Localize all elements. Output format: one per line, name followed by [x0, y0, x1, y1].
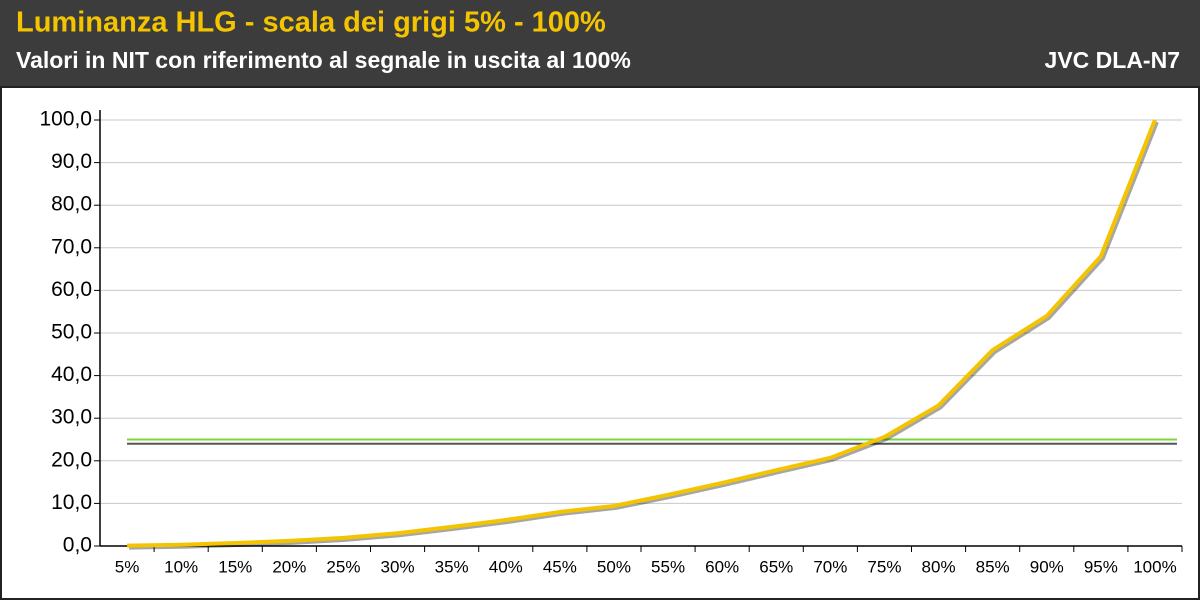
- x-tick-label: 60%: [705, 557, 739, 576]
- header: [0, 0, 1200, 86]
- x-tick-label: 90%: [1030, 557, 1064, 576]
- x-tick-label: 45%: [543, 557, 577, 576]
- x-tick-label: 40%: [489, 557, 523, 576]
- chart-subtitle: Valori in NIT con riferimento al segnale…: [16, 47, 631, 73]
- x-tick-label: 100%: [1133, 557, 1176, 576]
- x-tick-label: 95%: [1084, 557, 1118, 576]
- x-tick-label: 20%: [272, 557, 306, 576]
- x-tick-label: 25%: [326, 557, 360, 576]
- y-tick-label: 50,0: [51, 321, 92, 344]
- data-line: [127, 119, 1157, 548]
- chart-title: Luminanza HLG - scala dei grigi 5% - 100…: [16, 7, 606, 39]
- x-tick-label: 80%: [922, 557, 956, 576]
- x-tick-label: 75%: [867, 557, 901, 576]
- y-tick-label: 90,0: [51, 150, 92, 173]
- plot-frame: [0, 86, 1200, 600]
- x-tick-label: 65%: [759, 557, 793, 576]
- x-tick-label: 15%: [218, 557, 252, 576]
- y-tick-label: 20,0: [51, 448, 92, 471]
- y-tick-label: 10,0: [51, 491, 92, 514]
- y-tick-label: 0,0: [63, 534, 92, 557]
- line-shadow: [129, 121, 1159, 550]
- x-tick-label: 5%: [115, 557, 140, 576]
- x-tick-label: 10%: [164, 557, 198, 576]
- x-tick-label: 70%: [813, 557, 847, 576]
- y-tick-label: 70,0: [51, 235, 92, 258]
- y-tick-label: 100,0: [39, 108, 92, 131]
- x-tick-label: 30%: [381, 557, 415, 576]
- x-tick-label: 85%: [976, 557, 1010, 576]
- x-tick-label: 35%: [435, 557, 469, 576]
- y-tick-label: 60,0: [51, 278, 92, 301]
- x-tick-label: 50%: [597, 557, 631, 576]
- y-tick-label: 80,0: [51, 193, 92, 216]
- device-name: JVC DLA-N7: [1045, 47, 1180, 73]
- x-tick-label: 55%: [651, 557, 685, 576]
- y-tick-label: 30,0: [51, 406, 92, 429]
- y-tick-label: 40,0: [51, 363, 92, 386]
